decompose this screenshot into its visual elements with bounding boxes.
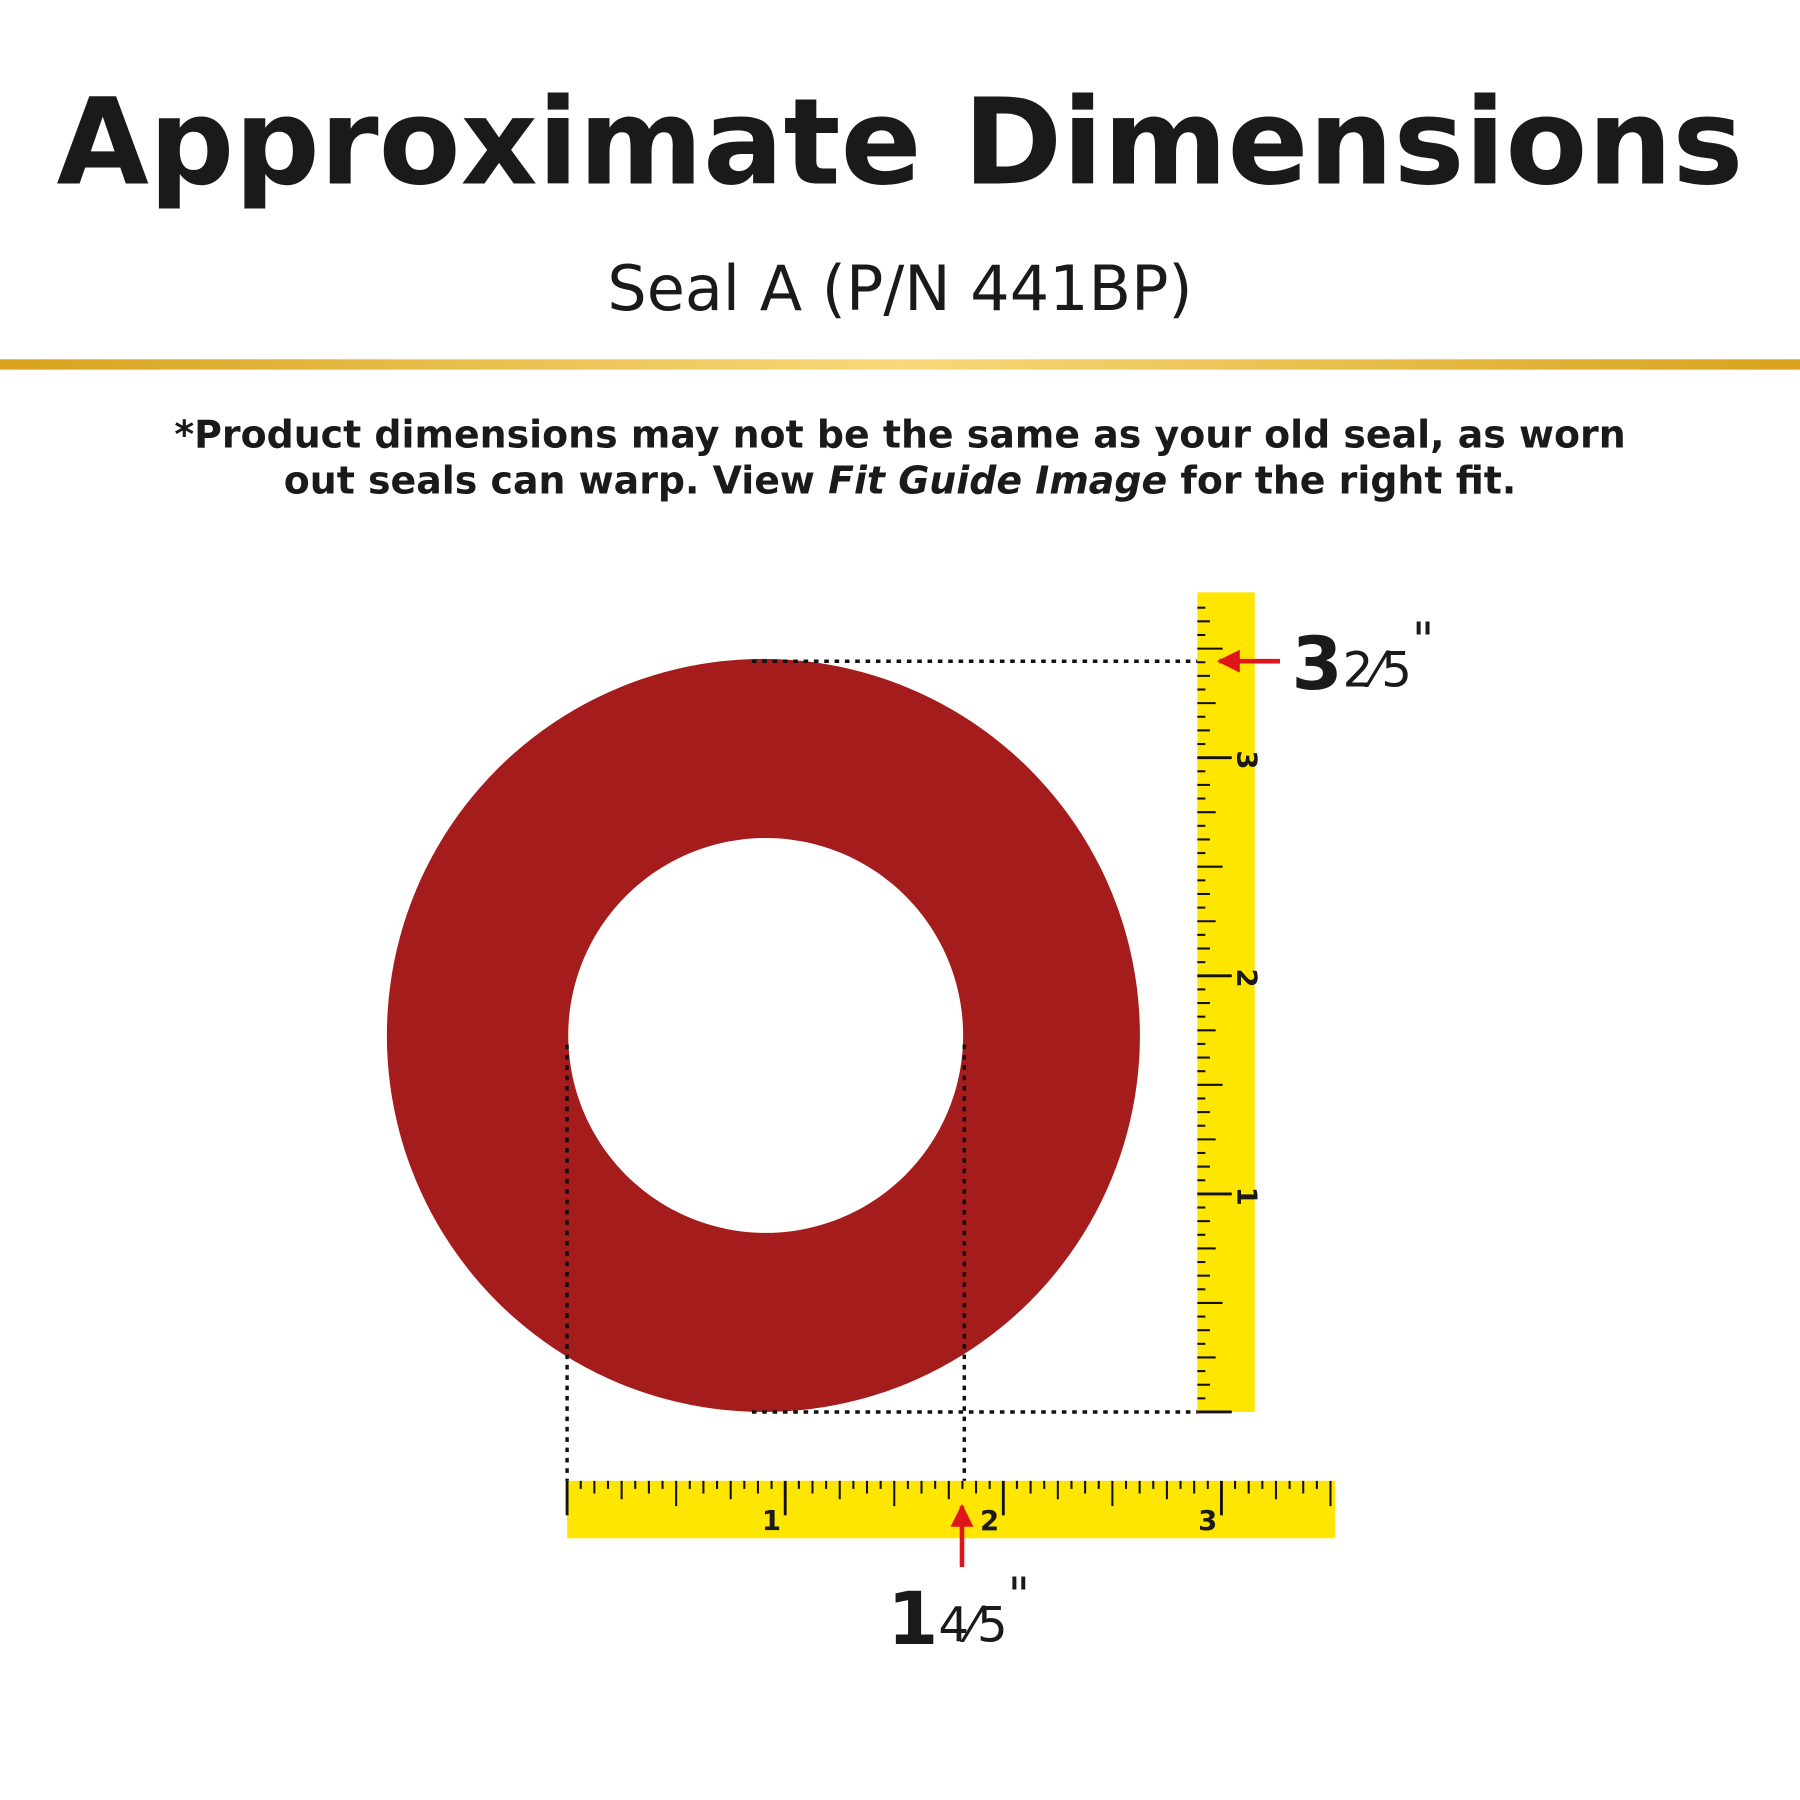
dimension-fraction: 2⁄5 <box>1343 642 1412 698</box>
disclaimer-text: for the right fit. <box>1167 459 1516 503</box>
ruler-label: 1 <box>762 1505 781 1537</box>
width-label: 14⁄5" <box>887 1568 1030 1662</box>
ruler-label: 3 <box>1231 750 1263 769</box>
subtitle: Seal A (P/N 441BP) <box>607 252 1192 325</box>
ruler-label: 1 <box>1230 1187 1262 1206</box>
horizontal-ruler: 1 2 3 <box>565 1480 1336 1539</box>
dimension-fraction: 4⁄5 <box>938 1598 1007 1654</box>
ruler-label: 3 <box>1198 1505 1217 1537</box>
disclaimer-link-text: Fit Guide Image <box>828 459 1167 503</box>
vertical-ruler: 1 2 3 <box>1197 592 1263 1414</box>
dimension-whole: 1 <box>887 1577 938 1662</box>
ruler-body <box>567 1480 1336 1539</box>
dimension-unit: " <box>1008 1568 1030 1624</box>
disclaimer-text: out seals can warp. View <box>284 459 828 503</box>
divider <box>0 359 1800 370</box>
disclaimer-line: *Product dimensions may not be the same … <box>174 413 1625 457</box>
dimension-unit: " <box>1412 613 1434 669</box>
seal <box>386 658 1140 1412</box>
height-label: 32⁄5" <box>1291 613 1434 707</box>
disclaimer-line: out seals can warp. View Fit Guide Image… <box>284 459 1517 503</box>
title: Approximate Dimensions <box>57 74 1744 213</box>
ruler-label: 2 <box>1231 968 1263 987</box>
dimension-whole: 3 <box>1291 622 1342 707</box>
ruler-label: 2 <box>980 1505 999 1537</box>
